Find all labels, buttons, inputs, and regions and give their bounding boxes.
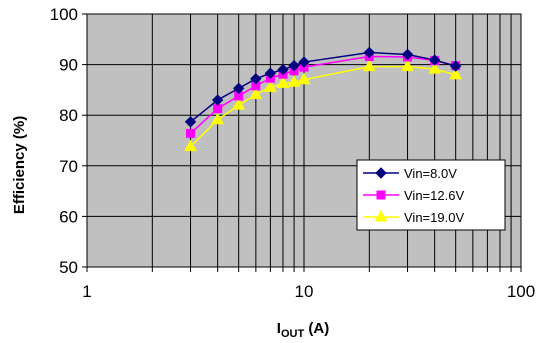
x-axis-title-main: I [277,320,281,337]
legend-marker [375,167,387,179]
data-point [213,104,223,114]
series-group [184,46,463,152]
data-point [298,56,310,68]
data-point [184,139,197,152]
data-point [232,98,246,110]
x-tick-label: 1 [82,282,91,301]
legend: Vin=8.0V Vin=12.6V Vin=19.0V [356,159,506,231]
data-point [363,46,376,59]
data-point [362,59,376,72]
x-axis-title-unit: (A) [304,320,329,337]
x-axis-title-subscript: OUT [281,328,305,340]
data-point [428,54,441,66]
data-point [264,80,277,92]
data-point [288,59,300,72]
data-point [232,82,245,95]
data-point [264,67,277,79]
y-tick-label: 100 [50,5,78,24]
data-point [184,116,197,128]
data-point [428,62,441,74]
series-vin-19-0v [184,59,463,152]
data-point [449,60,462,72]
data-point [449,67,463,80]
y-tick-label: 90 [59,56,78,75]
data-point [211,94,224,106]
x-tick-label: 100 [507,282,535,301]
legend-marker [376,190,386,200]
data-point [401,59,414,72]
plot-border [86,13,522,268]
legend-marker [374,209,388,222]
data-point [297,72,311,85]
legend-label: Vin=12.6V [404,188,464,203]
y-tick-label: 50 [59,258,78,277]
series-vin-8-0v [184,46,462,128]
legend-entry-vin-8-0v: Vin=8.0V [363,166,457,181]
y-tick-label: 60 [59,207,78,226]
data-point [276,76,290,88]
x-tick-label: 10 [295,282,314,301]
legend-label: Vin=8.0V [404,166,457,181]
x-axis-title: IOUT (A) [277,320,329,340]
data-point [211,112,224,125]
data-point [249,87,263,99]
data-point [287,75,301,87]
plot-area [82,13,522,272]
y-tick-label: 80 [59,106,78,125]
data-point [186,128,196,138]
y-tick-label: 70 [59,157,78,176]
legend-entry-vin-19-0v: Vin=19.0V [363,209,464,225]
y-axis-title: Efficiency (%) [11,116,28,214]
data-point [401,48,414,61]
legend-entry-vin-12-6v: Vin=12.6V [363,188,464,203]
legend-label: Vin=19.0V [404,210,464,225]
data-point [250,73,262,85]
data-point [277,63,289,76]
